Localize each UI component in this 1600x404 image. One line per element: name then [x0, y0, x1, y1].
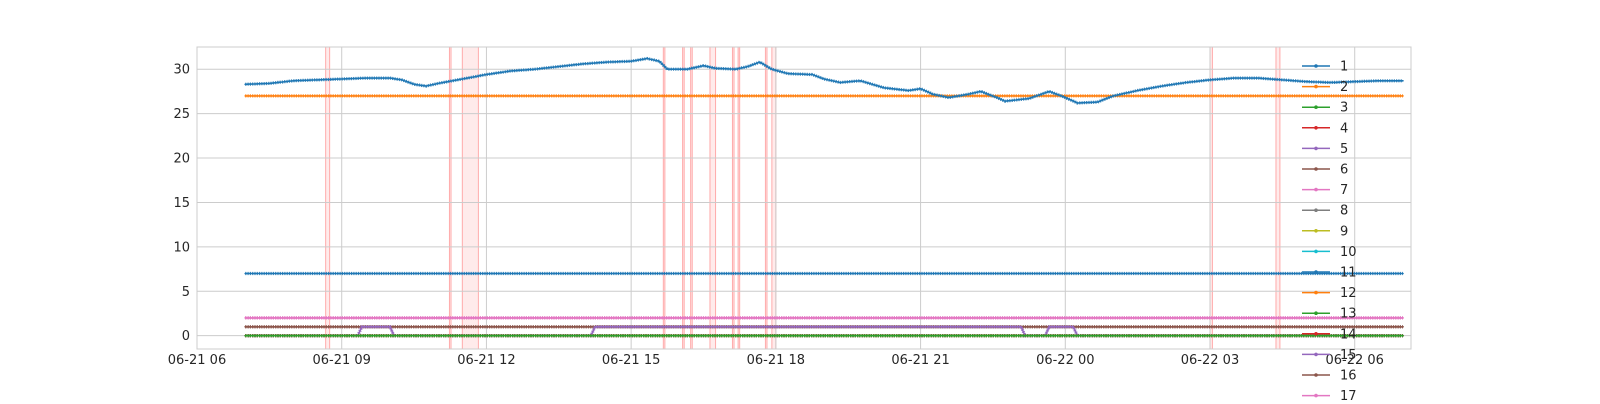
- series-line-1: [244, 57, 1404, 104]
- highlight-interval: [764, 47, 768, 349]
- legend-label: 13: [1340, 307, 1357, 322]
- x-tick-label: 06-22 00: [1036, 353, 1094, 368]
- series-lines: [244, 56, 1404, 338]
- legend-label: 3: [1340, 101, 1348, 116]
- legend-label: 11: [1340, 266, 1357, 281]
- highlight-interval: [461, 47, 479, 349]
- legend-swatch-marker: [1314, 290, 1318, 295]
- highlight-interval: [325, 47, 331, 349]
- legend-item-13: 13: [1302, 307, 1357, 322]
- y-tick-label: 25: [173, 107, 190, 122]
- x-tick-label: 06-21 15: [602, 353, 660, 368]
- highlight-interval: [1275, 47, 1281, 349]
- y-axis-tick-labels: 0 5 10 15 20 25 30: [173, 63, 190, 344]
- x-tick-label: 06-21 18: [747, 353, 805, 368]
- legend-label: 10: [1340, 245, 1357, 260]
- highlight-interval: [731, 47, 735, 349]
- highlight-interval: [709, 47, 717, 349]
- legend-swatch-marker: [1314, 208, 1318, 212]
- legend-swatch-marker: [1314, 332, 1318, 336]
- legend-label: 17: [1340, 389, 1357, 400]
- legend-item-1: 1: [1302, 60, 1348, 75]
- legend-swatch-marker: [1314, 64, 1318, 68]
- highlight-interval: [690, 47, 693, 349]
- legend-swatch-marker: [1314, 393, 1318, 398]
- highlight-interval: [737, 47, 741, 349]
- x-tick-label: 06-21 21: [891, 353, 949, 368]
- legend-label: 16: [1340, 369, 1357, 384]
- legend-label: 2: [1340, 80, 1348, 95]
- legend-label: 9: [1340, 224, 1348, 239]
- legend-label: 12: [1340, 286, 1357, 301]
- legend-swatch-marker: [1314, 187, 1318, 192]
- x-axis-tick-labels: 06-21 06 06-21 09 06-21 12 06-21 15 06-21 18…: [168, 353, 1384, 368]
- legend-item-12: 12: [1302, 286, 1357, 301]
- legend-label: 4: [1340, 121, 1348, 136]
- legend-item-15: 15: [1302, 348, 1357, 363]
- highlight-interval: [448, 47, 452, 349]
- y-tick-label: 15: [173, 196, 190, 211]
- legend-label: 6: [1340, 163, 1348, 178]
- legend-label: 15: [1340, 348, 1357, 363]
- x-tick-label: 06-22 03: [1181, 353, 1239, 368]
- legend-swatch-marker: [1314, 167, 1318, 171]
- legend-swatch-marker: [1314, 84, 1318, 89]
- legend-swatch-marker: [1314, 311, 1318, 316]
- x-tick-label: 06-21 09: [312, 353, 370, 368]
- y-tick-label: 5: [182, 285, 190, 300]
- x-tick-label: 06-21 06: [168, 353, 226, 368]
- legend-swatch-marker: [1314, 146, 1318, 151]
- y-tick-label: 10: [173, 240, 190, 255]
- legend-item-6: 6: [1302, 163, 1348, 178]
- y-tick-label: 30: [173, 63, 190, 78]
- legend-swatch-marker: [1314, 249, 1318, 254]
- legend-swatch-marker: [1314, 270, 1318, 274]
- legend-item-8: 8: [1302, 204, 1348, 219]
- legend-label: 1: [1340, 60, 1348, 75]
- highlight-interval: [682, 47, 685, 349]
- legend-label: 5: [1340, 142, 1348, 157]
- legend-swatch-marker: [1314, 105, 1318, 109]
- legend-item-9: 9: [1302, 224, 1348, 239]
- plot-frame: [196, 46, 1412, 350]
- legend-item-16: 16: [1302, 369, 1357, 384]
- y-tick-label: 0: [182, 329, 190, 344]
- legend-swatch-marker: [1314, 352, 1318, 357]
- y-tick-label: 20: [173, 152, 190, 167]
- legend-item-14: 14: [1302, 327, 1357, 342]
- legend-swatch-marker: [1314, 229, 1318, 233]
- highlight-interval: [662, 47, 666, 349]
- highlight-interval: [771, 47, 777, 349]
- legend-label: 7: [1340, 183, 1348, 198]
- legend-item-3: 3: [1302, 101, 1348, 116]
- legend-item-4: 4: [1302, 121, 1348, 136]
- x-tick-label: 06-22 06: [1325, 353, 1383, 368]
- plot-area-background: [197, 47, 1411, 349]
- legend-label: 8: [1340, 204, 1348, 219]
- x-tick-label: 06-21 12: [457, 353, 515, 368]
- legend-item-10: 10: [1302, 245, 1357, 260]
- legend-item-11: 11: [1302, 266, 1357, 281]
- legend-item-5: 5: [1302, 142, 1348, 157]
- legend-label: 14: [1340, 327, 1357, 342]
- legend-swatch-marker: [1314, 373, 1318, 377]
- legend-item-7: 7: [1302, 183, 1348, 198]
- legend-swatch-marker: [1314, 126, 1318, 130]
- legend-item-2: 2: [1302, 80, 1348, 95]
